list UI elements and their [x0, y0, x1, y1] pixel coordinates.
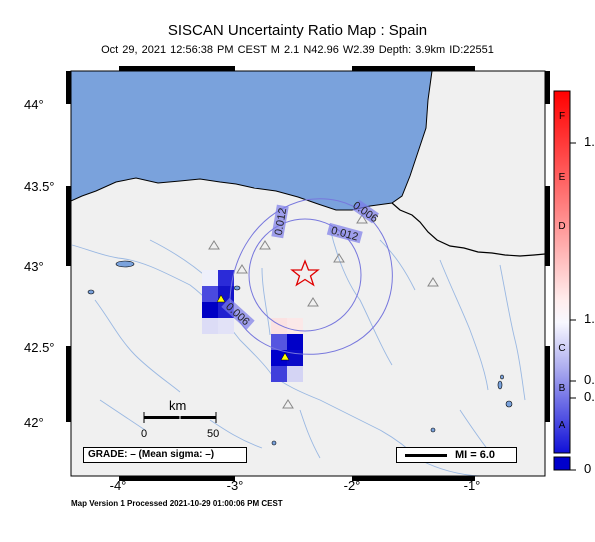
colorbar-letter: B — [559, 383, 566, 394]
y-axis-label: 44° — [24, 97, 44, 112]
colorbar-letter: D — [558, 221, 565, 232]
colorbar-letter: F — [559, 111, 565, 122]
grade-text: GRADE: – (Mean sigma: –) — [88, 449, 215, 460]
x-axis-label: -1° — [463, 478, 481, 493]
y-axis-label: 43° — [24, 259, 44, 274]
scale-bar — [143, 412, 217, 423]
colorbar-value: 0.9 — [584, 372, 595, 387]
y-axis-label: 43.5° — [24, 179, 55, 194]
border-line — [391, 202, 546, 257]
frame-ticks — [66, 66, 550, 481]
colorbar-min-swatch — [553, 456, 571, 471]
lakes — [87, 260, 513, 446]
y-axis-label: 42° — [24, 415, 44, 430]
scale-unit: km — [169, 398, 187, 413]
colorbar-letter: C — [558, 343, 565, 354]
colorbar-letter: E — [559, 172, 566, 183]
station-triangles — [208, 214, 439, 409]
uncertainty-contours — [229, 198, 393, 355]
contour-label: 0.012 — [273, 207, 290, 236]
colorbar-letter: A — [559, 420, 566, 431]
colorbar — [553, 90, 571, 454]
colorbar-value: 1.2 — [584, 134, 595, 149]
map-subtitle: Oct 29, 2021 12:56:38 PM CEST M 2.1 N42.… — [101, 44, 494, 56]
uncertainty-cells — [202, 270, 303, 382]
colorbar-value: 1.0 — [584, 311, 595, 326]
x-axis-label: -3° — [226, 478, 244, 493]
epicenter-star — [290, 259, 320, 287]
mi-text: MI = 6.0 — [455, 449, 496, 461]
y-axis-label: 42.5° — [24, 340, 55, 355]
scale-end: 50 — [207, 428, 220, 440]
colorbar-value: 0.9 — [584, 389, 595, 404]
scale-start: 0 — [141, 428, 148, 440]
mi-legend: MI = 6.0 — [396, 447, 517, 463]
map-title: SISCAN Uncertainty Ratio Map : Spain — [167, 22, 428, 39]
active-stations — [216, 294, 290, 361]
x-axis-label: -4° — [109, 478, 127, 493]
x-axis-label: -2° — [343, 478, 361, 493]
mi-line-icon — [405, 454, 447, 457]
grade-box: GRADE: – (Mean sigma: –) — [83, 447, 247, 463]
map-footer: Map Version 1 Processed 2021-10-29 01:00… — [71, 499, 283, 508]
colorbar-ticks — [570, 142, 576, 471]
sea-area — [70, 70, 433, 211]
contour-labels: 0.012 0.012 0.006 0.006 — [221, 200, 380, 330]
colorbar-value: 0 — [584, 461, 592, 476]
colorbar-letters: F E D C B A — [558, 111, 565, 431]
